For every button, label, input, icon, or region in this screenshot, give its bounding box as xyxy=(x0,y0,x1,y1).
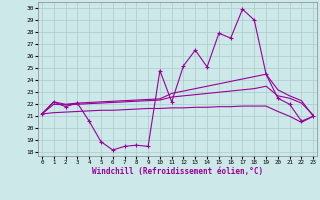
X-axis label: Windchill (Refroidissement éolien,°C): Windchill (Refroidissement éolien,°C) xyxy=(92,167,263,176)
